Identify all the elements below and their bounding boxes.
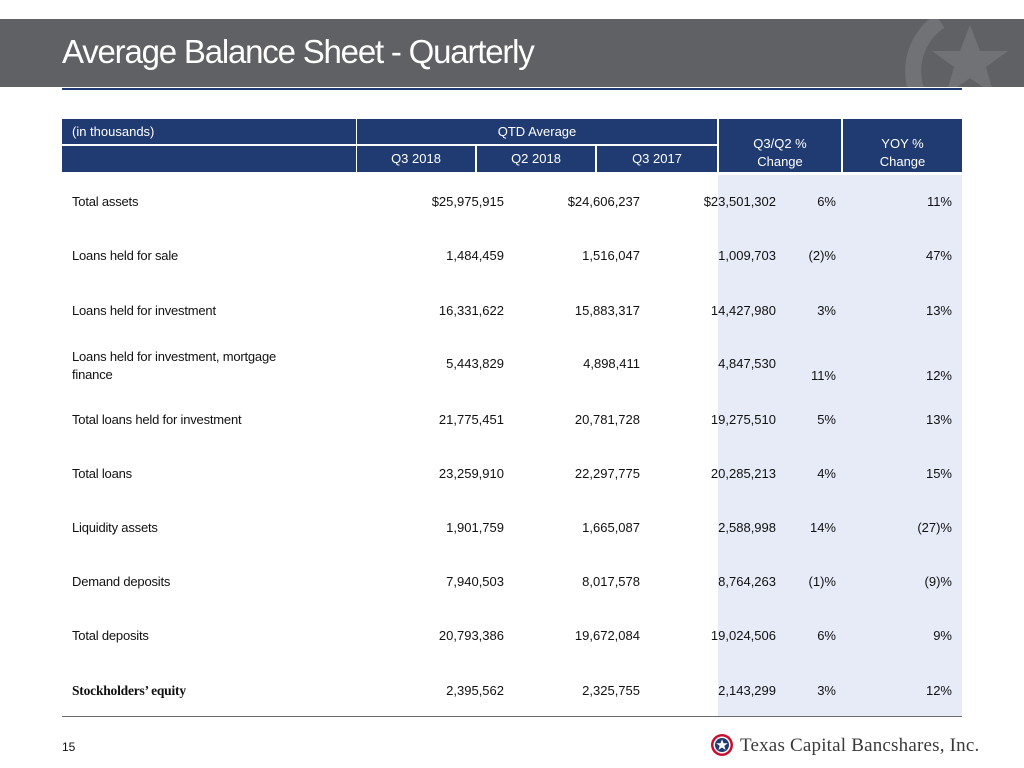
row-label: Demand deposits — [72, 574, 171, 589]
cell-yoy-change: 12% — [925, 683, 952, 698]
qq-change-line1: Q3/Q2 % — [753, 136, 807, 151]
page-title: Average Balance Sheet - Quarterly — [62, 33, 535, 70]
row-label: Stockholders’ equity — [72, 683, 186, 698]
cell-q2-2018: 20,781,728 — [574, 412, 640, 427]
cell-qq-change: 6% — [817, 194, 836, 209]
units-label: (in thousands) — [62, 119, 356, 144]
cell-q2-2018: $24,606,237 — [567, 194, 640, 209]
cell-yoy-change: 13% — [925, 412, 952, 427]
cell-q3-2018: 1,484,459 — [446, 248, 504, 263]
cell-q2-2018: 15,883,317 — [574, 303, 640, 318]
cell-q3-2018: 2,395,562 — [446, 683, 504, 698]
qtd-average-header: QTD Average — [357, 119, 717, 144]
cell-yoy-change: (9)% — [924, 574, 952, 589]
cell-q2-2018: 19,672,084 — [574, 628, 640, 643]
cell-q3-2018: 1,901,759 — [446, 520, 504, 535]
row-label: Liquidity assets — [72, 520, 158, 535]
cell-yoy-change: (27)% — [917, 520, 952, 535]
row-label-line2: finance — [72, 367, 113, 382]
title-bar: Average Balance Sheet - Quarterly — [0, 19, 1024, 87]
cell-q3-2018: 16,331,622 — [438, 303, 504, 318]
star-emblem-icon — [905, 19, 1008, 87]
cell-q3-2018: 20,793,386 — [438, 628, 504, 643]
col-header-q3-2018: Q3 2018 — [357, 146, 475, 172]
row-label: Total assets — [72, 194, 139, 209]
cell-qq-change: 6% — [817, 628, 836, 643]
change-columns-band — [718, 175, 962, 717]
cell-q3-2017: 2,588,998 — [718, 520, 776, 535]
cell-q2-2018: 8,017,578 — [582, 574, 640, 589]
col-header-q2-2018: Q2 2018 — [477, 146, 595, 172]
cell-q3-2017: 20,285,213 — [710, 466, 776, 481]
cell-q3-2017: 4,847,530 — [718, 356, 776, 371]
star-seal-icon — [711, 734, 733, 756]
cell-q2-2018: 22,297,775 — [574, 466, 640, 481]
cell-qq-change: 11% — [810, 368, 836, 383]
table-bottom-rule — [62, 716, 962, 717]
cell-q2-2018: 1,665,087 — [582, 520, 640, 535]
company-logo-text: Texas Capital Bancshares, Inc. — [740, 735, 980, 756]
yoy-change-line1: YOY % — [881, 136, 924, 151]
cell-q3-2018: $25,975,915 — [431, 194, 504, 209]
cell-q3-2018: 5,443,829 — [446, 356, 504, 371]
cell-qq-change: 3% — [817, 303, 836, 318]
cell-yoy-change: 11% — [926, 194, 952, 209]
row-label-line1: Loans held for investment, mortgage — [72, 349, 277, 364]
header-spacer — [62, 146, 356, 172]
yoy-change-line2: Change — [879, 154, 926, 169]
cell-q3-2017: 14,427,980 — [710, 303, 776, 318]
cell-q3-2017: 1,009,703 — [718, 248, 776, 263]
cell-q3-2017: $23,501,302 — [703, 194, 776, 209]
qq-change-line2: Change — [757, 154, 803, 169]
col-header-qq-change: Q3/Q2 % Change — [719, 119, 841, 172]
cell-yoy-change: 47% — [925, 248, 952, 263]
cell-q2-2018: 4,898,411 — [583, 356, 640, 371]
cell-qq-change: (2)% — [808, 248, 836, 263]
col-header-yoy-change: YOY % Change — [843, 119, 962, 172]
cell-q2-2018: 2,325,755 — [582, 683, 640, 698]
cell-q3-2018: 7,940,503 — [446, 574, 504, 589]
cell-q3-2017: 19,275,510 — [710, 412, 776, 427]
cell-q3-2018: 23,259,910 — [438, 466, 504, 481]
row-label: Total deposits — [72, 628, 149, 643]
row-label: Total loans held for investment — [72, 412, 242, 427]
col-header-q3-2017: Q3 2017 — [597, 146, 717, 172]
cell-yoy-change: 15% — [925, 466, 952, 481]
cell-qq-change: 14% — [809, 520, 836, 535]
cell-q3-2017: 2,143,299 — [718, 683, 776, 698]
cell-q2-2018: 1,516,047 — [582, 248, 640, 263]
cell-q3-2018: 21,775,451 — [438, 412, 504, 427]
cell-qq-change: (1)% — [808, 574, 836, 589]
title-underline — [62, 88, 962, 90]
row-label: Loans held for investment — [72, 303, 216, 318]
cell-yoy-change: 9% — [933, 628, 952, 643]
cell-q3-2017: 8,764,263 — [718, 574, 776, 589]
cell-qq-change: 5% — [817, 412, 836, 427]
cell-qq-change: 4% — [817, 466, 836, 481]
cell-qq-change: 3% — [817, 683, 836, 698]
page-number: 15 — [62, 740, 76, 754]
cell-yoy-change: 13% — [925, 303, 952, 318]
cell-q3-2017: 19,024,506 — [710, 628, 776, 643]
row-label: Loans held for sale — [72, 248, 179, 263]
cell-yoy-change: 12% — [925, 368, 952, 383]
row-label: Total loans — [72, 466, 132, 481]
